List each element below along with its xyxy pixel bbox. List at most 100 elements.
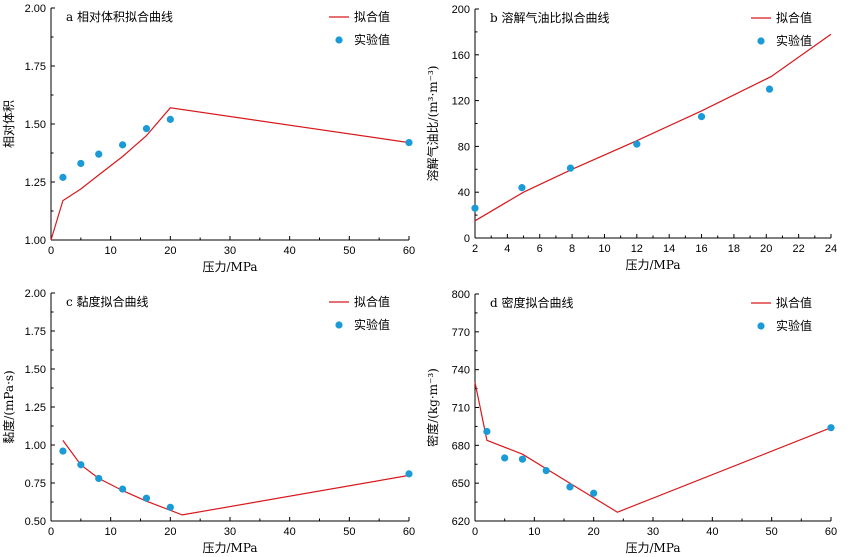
- fit-series-line: [474, 33, 832, 222]
- x-axis-title: 压力/MPa: [202, 541, 257, 555]
- y-tick-label: 620: [452, 516, 470, 528]
- experiment-point: [77, 159, 85, 168]
- experiment-point: [566, 483, 574, 491]
- experiment-point: [142, 494, 151, 502]
- y-tick-label: 770: [452, 327, 470, 339]
- fit-series-line: [50, 107, 410, 241]
- experiment-point: [471, 204, 479, 212]
- x-tick-label: 6: [537, 243, 543, 255]
- experiment-point: [501, 454, 509, 462]
- x-tick-label: 20: [164, 526, 176, 538]
- x-tick-label: 4: [504, 243, 510, 255]
- chart-panel-a: 1.00 1.25 1.50 1.75 2.00 0 10 20 30 40 50 60 压力/MPa 相…: [2, 3, 415, 274]
- y-tick-label: 80: [458, 141, 470, 153]
- x-tick-label: 40: [284, 245, 296, 257]
- y-tick-label: 1.75: [25, 61, 46, 73]
- experiment-point: [59, 447, 67, 455]
- experiment-point: [95, 150, 103, 158]
- y-tick-label: 160: [452, 50, 470, 62]
- legend-experiment-label: 实验值: [776, 318, 812, 333]
- y-tick-label: 1.25: [25, 177, 46, 189]
- x-tick-label: 24: [825, 243, 837, 255]
- x-axis-title: 压力/MPa: [625, 541, 680, 555]
- experiment-point: [119, 141, 127, 149]
- legend-marker-swatch: [757, 37, 765, 45]
- fit-series-line: [62, 440, 410, 516]
- experiment-point: [142, 125, 151, 133]
- legend-experiment-label: 实验值: [776, 33, 812, 48]
- y-axis-title: 黏度/(mPa·s): [1, 370, 16, 443]
- y-axis-title: 溶解气油比/(m³·m⁻³): [425, 66, 440, 182]
- y-tick-label: 1.50: [25, 364, 46, 376]
- legend-fit-label: 拟合值: [354, 294, 390, 309]
- x-tick-label: 18: [728, 243, 740, 255]
- x-tick-label: 40: [284, 526, 296, 538]
- x-tick-label: 50: [343, 245, 355, 257]
- experiment-point: [765, 85, 774, 93]
- legend-marker-swatch: [335, 36, 343, 44]
- y-tick-label: 1.50: [25, 119, 46, 131]
- y-axis-title: 密度/(kg·m⁻³): [425, 368, 440, 447]
- legend-marker-swatch: [757, 322, 765, 330]
- y-tick-label: 0: [464, 233, 470, 245]
- experiment-point: [566, 164, 575, 172]
- y-tick-label: 1.00: [25, 440, 46, 452]
- y-tick-label: 740: [452, 365, 470, 377]
- x-tick-label: 20: [760, 243, 772, 255]
- x-tick-label: 22: [793, 243, 805, 255]
- x-tick-label: 30: [647, 526, 659, 538]
- x-tick-label: 0: [48, 245, 54, 257]
- chart-title: a 相对体积拟合曲线: [66, 9, 173, 24]
- experiment-point: [77, 461, 85, 469]
- y-tick-label: 0.75: [25, 478, 46, 490]
- chart-panel-c: 0.50 0.75 1.00 1.25 1.50 1.75 2.00 0 10 20 30 40 50 6…: [1, 288, 415, 555]
- experiment-point: [59, 173, 67, 181]
- y-tick-label: 800: [452, 289, 470, 301]
- chart-title: d 密度拟合曲线: [490, 295, 574, 310]
- experiment-point: [633, 140, 641, 148]
- chart-panel-d: 620 650 680 710 740 770 800 0 10 20 30 40 50 60 压力/MPa…: [425, 289, 837, 555]
- experiment-point: [590, 489, 598, 497]
- x-axis-title: 压力/MPa: [202, 260, 257, 274]
- x-tick-label: 30: [224, 526, 236, 538]
- experiment-point: [119, 485, 127, 493]
- experiment-point: [697, 113, 706, 121]
- legend-experiment-label: 实验值: [354, 32, 390, 47]
- experiment-point: [518, 455, 527, 463]
- experiment-point: [483, 427, 491, 436]
- y-tick-label: 710: [452, 403, 470, 415]
- x-tick-label: 10: [528, 526, 540, 538]
- y-tick-label: 2.00: [25, 3, 46, 15]
- x-tick-label: 60: [403, 245, 415, 257]
- x-tick-label: 16: [695, 243, 707, 255]
- x-tick-label: 40: [706, 526, 718, 538]
- legend-fit-label: 拟合值: [776, 10, 812, 25]
- x-tick-label: 0: [472, 526, 478, 538]
- y-tick-label: 120: [452, 96, 470, 108]
- y-tick-label: 200: [452, 4, 470, 16]
- y-axis-title: 相对体积: [2, 100, 16, 148]
- y-tick-label: 1.25: [25, 402, 46, 414]
- x-tick-label: 30: [224, 245, 236, 257]
- legend-fit-label: 拟合值: [354, 9, 390, 24]
- fit-series-line: [474, 382, 832, 513]
- legend-fit-label: 拟合值: [776, 295, 812, 310]
- x-tick-label: 20: [588, 526, 600, 538]
- chart-title: c 黏度拟合曲线: [66, 294, 149, 309]
- x-axis-title: 压力/MPa: [625, 258, 680, 272]
- x-tick-label: 0: [48, 526, 54, 538]
- y-tick-label: 1.75: [25, 326, 46, 338]
- x-tick-label: 60: [403, 526, 415, 538]
- chart-title: b 溶解气油比拟合曲线: [490, 10, 610, 25]
- y-tick-label: 40: [458, 187, 470, 199]
- experiment-point: [166, 503, 174, 511]
- experiment-point: [405, 138, 413, 147]
- x-tick-label: 10: [105, 245, 117, 257]
- x-tick-label: 2: [472, 243, 478, 255]
- experiment-point: [95, 474, 103, 483]
- legend-marker-swatch: [335, 321, 343, 329]
- x-tick-label: 10: [598, 243, 610, 255]
- x-tick-label: 60: [825, 526, 837, 538]
- experiment-point: [827, 424, 835, 432]
